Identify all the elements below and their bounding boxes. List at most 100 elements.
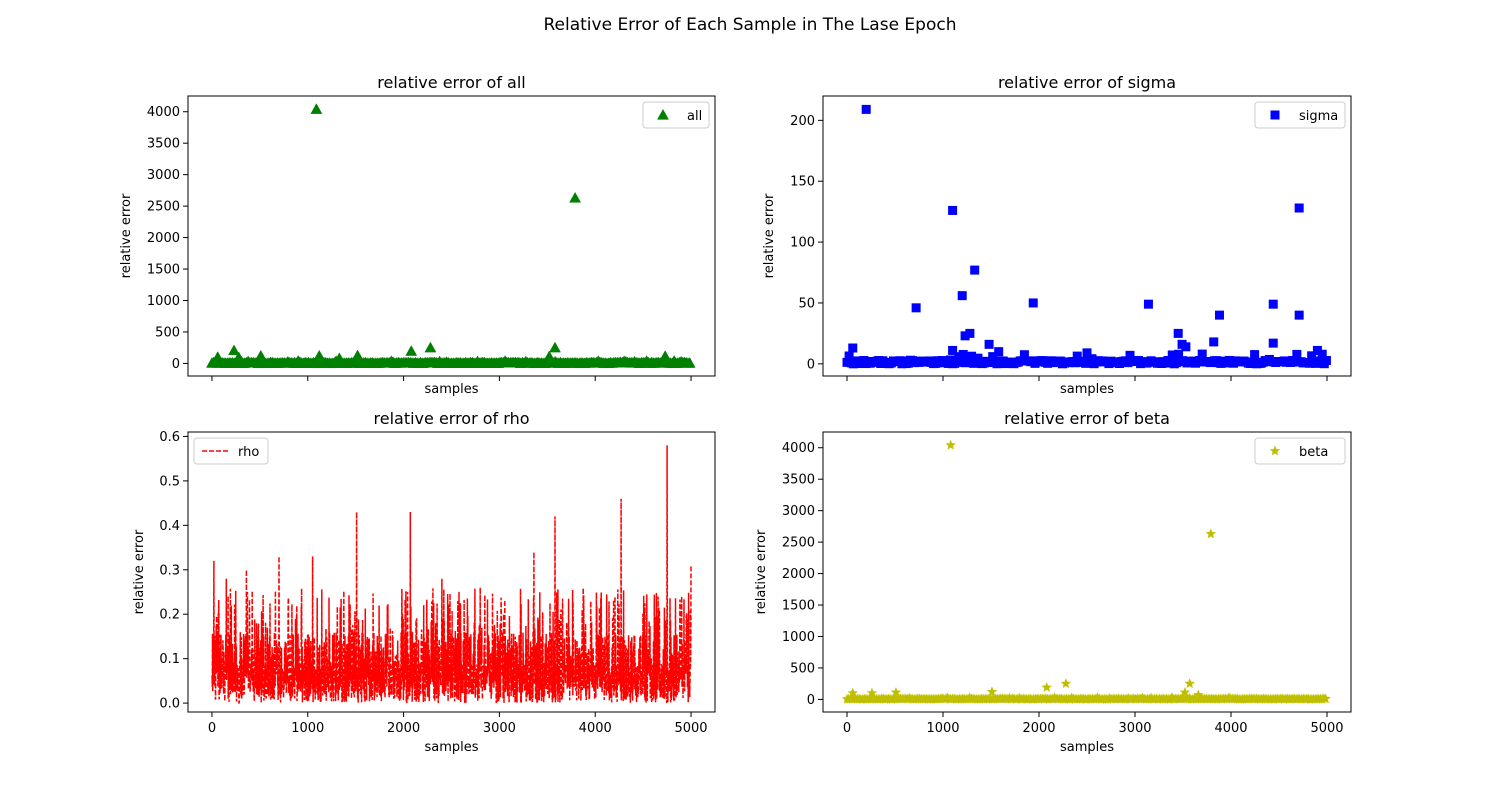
legend-sigma[interactable]: sigma bbox=[1254, 101, 1346, 129]
baseline-marker bbox=[1019, 350, 1029, 360]
legend-label: sigma bbox=[1299, 109, 1338, 124]
data-point-beta bbox=[1179, 686, 1191, 697]
plot-area bbox=[823, 432, 1351, 712]
data-point-all bbox=[424, 341, 437, 353]
y-tick-label: 0.1 bbox=[159, 652, 180, 667]
subplot-all: 0 500 1000 1500 2000 2500 3000 3500 4000 relative… bbox=[119, 73, 716, 397]
baseline-marker bbox=[844, 351, 854, 361]
data-point-sigma bbox=[1312, 345, 1322, 355]
data-point-sigma bbox=[1209, 337, 1219, 347]
baseline-marker bbox=[988, 352, 998, 362]
data-point-sigma bbox=[1028, 298, 1038, 308]
y-tick-label: 0.5 bbox=[159, 474, 180, 489]
data-point-sigma bbox=[861, 104, 871, 114]
x-tick-label: 4000 bbox=[1214, 721, 1247, 736]
data-point-all bbox=[310, 103, 323, 114]
x-tick-label: 1000 bbox=[291, 721, 324, 736]
y-tick-label: 4000 bbox=[147, 105, 180, 120]
data-point-sigma bbox=[1082, 348, 1092, 358]
y-tick-label: 50 bbox=[798, 296, 815, 311]
x-tick-label: 4000 bbox=[579, 721, 612, 736]
data-point-beta bbox=[986, 686, 998, 697]
axes-frame bbox=[822, 431, 1352, 713]
subplot-title-rho: relative error of rho bbox=[374, 409, 530, 428]
figure-suptitle: Relative Error of Each Sample in The Las… bbox=[543, 15, 956, 35]
baseline-marker bbox=[1167, 350, 1177, 360]
data-point-all bbox=[351, 349, 364, 361]
y-axis-label-sigma: relative error bbox=[762, 193, 777, 278]
baseline-marker bbox=[969, 358, 979, 368]
data-point-sigma bbox=[948, 205, 958, 215]
legend-label: beta bbox=[1299, 445, 1328, 460]
data-point-beta bbox=[1205, 528, 1217, 539]
x-tick-label: 1000 bbox=[926, 721, 959, 736]
legend-frame bbox=[1254, 437, 1346, 465]
legend-marker-swatch bbox=[657, 108, 669, 120]
x-axis-label-beta: samples bbox=[1060, 740, 1114, 755]
data-point-all bbox=[659, 350, 672, 361]
subplot-title-beta: relative error of beta bbox=[1004, 409, 1170, 428]
baseline-marker bbox=[683, 357, 696, 368]
y-tick-label: 4000 bbox=[782, 441, 815, 456]
data-point-sigma bbox=[960, 331, 970, 341]
x-tick-label: 0 bbox=[843, 721, 851, 736]
data-point-sigma bbox=[1197, 349, 1207, 359]
x-tick-label: 5000 bbox=[674, 721, 707, 736]
x-axis-label-rho: samples bbox=[424, 740, 478, 755]
x-tick-label: 2000 bbox=[1022, 721, 1055, 736]
axes-frame bbox=[187, 95, 716, 377]
baseline-marker bbox=[1250, 350, 1260, 360]
legend-rho[interactable]: rho bbox=[193, 437, 269, 465]
y-tick-label: 2000 bbox=[782, 567, 815, 582]
data-point-beta bbox=[1060, 678, 1072, 689]
y-axis-label-rho: relative error bbox=[132, 529, 147, 614]
legend-marker-swatch bbox=[1270, 110, 1280, 120]
y-tick-label: 2000 bbox=[147, 231, 180, 246]
y-tick-label: 0 bbox=[807, 357, 815, 372]
baseline-marker bbox=[1292, 349, 1302, 359]
legend-frame bbox=[1254, 101, 1346, 129]
data-point-all bbox=[254, 349, 267, 361]
legend-beta[interactable]: beta bbox=[1254, 437, 1346, 465]
data-point-sigma bbox=[984, 339, 994, 349]
data-point-sigma bbox=[994, 347, 1004, 357]
legend-all[interactable]: all bbox=[642, 101, 710, 129]
baseline-marker bbox=[1321, 355, 1331, 365]
data-point-sigma bbox=[1181, 342, 1191, 352]
subplot-rho: 0 1000 2000 3000 4000 5000 0.0 0.1 0.2 0.3 0.4 0.5 0… bbox=[132, 409, 716, 755]
data-point-beta bbox=[1193, 689, 1204, 700]
baseline-marker bbox=[1072, 351, 1082, 361]
y-tick-label: 1500 bbox=[782, 599, 815, 614]
data-point-all bbox=[228, 344, 240, 356]
y-tick-label: 1000 bbox=[147, 294, 180, 309]
data-point-all bbox=[405, 345, 418, 356]
baseline-marker bbox=[1125, 350, 1135, 360]
data-point-sigma bbox=[1294, 310, 1304, 320]
y-tick-label: 3000 bbox=[782, 504, 815, 519]
x-axis-label-sigma: samples bbox=[1060, 382, 1114, 397]
y-axis-label-beta: relative error bbox=[754, 529, 769, 614]
plot-marks bbox=[206, 103, 696, 369]
data-point-sigma bbox=[1173, 328, 1183, 338]
data-point-sigma bbox=[1214, 310, 1224, 320]
data-point-sigma bbox=[948, 345, 958, 355]
plot-marks bbox=[211, 445, 692, 705]
y-tick-label: 0.3 bbox=[159, 563, 180, 578]
legend-frame bbox=[193, 437, 269, 465]
y-tick-label: 200 bbox=[790, 114, 815, 129]
x-tick-label: 3000 bbox=[1118, 721, 1151, 736]
plot-marks bbox=[842, 104, 1331, 369]
data-point-sigma bbox=[1294, 203, 1304, 213]
y-tick-label: 0.6 bbox=[159, 430, 180, 445]
y-tick-label: 1000 bbox=[782, 630, 815, 645]
subplot-beta: 0 1000 2000 3000 4000 5000 0 500 1000 1500 2000 250… bbox=[754, 409, 1352, 755]
data-point-all bbox=[333, 352, 346, 364]
baseline-marker bbox=[1317, 349, 1327, 359]
data-point-all bbox=[211, 351, 224, 362]
series-line-rho bbox=[211, 445, 692, 705]
y-tick-label: 500 bbox=[790, 661, 815, 676]
legend-label: all bbox=[687, 109, 702, 124]
y-tick-label: 2500 bbox=[147, 200, 180, 215]
y-tick-label: 0 bbox=[172, 357, 180, 372]
